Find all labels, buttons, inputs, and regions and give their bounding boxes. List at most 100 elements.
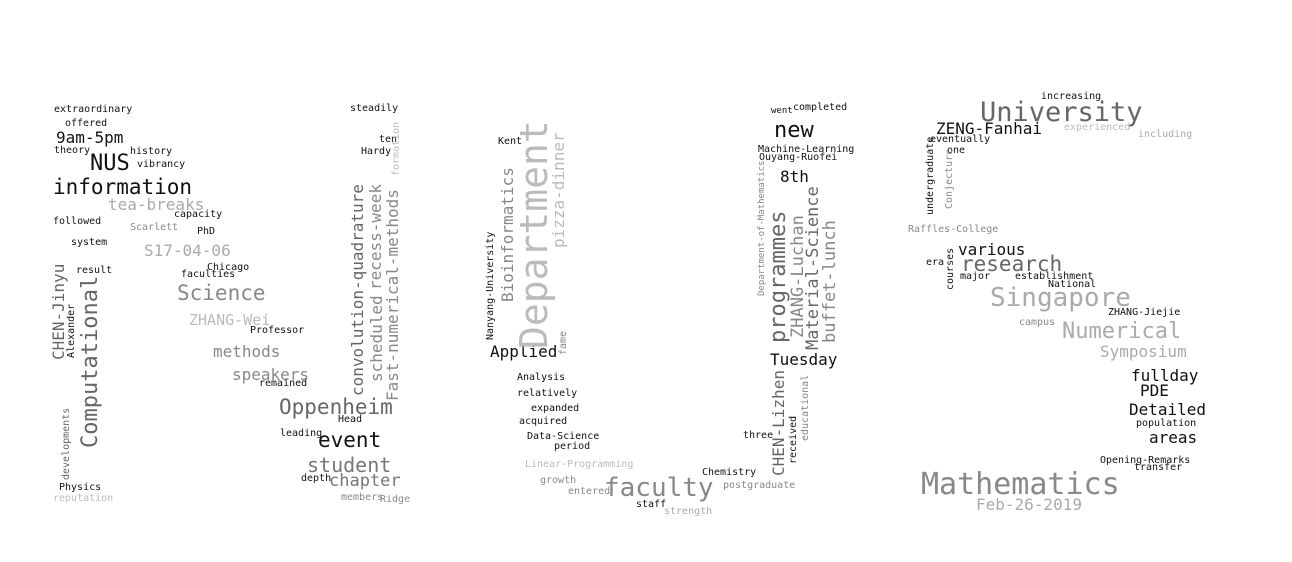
word-machine-learning: Machine-Learning <box>758 144 855 155</box>
word-educational: educational <box>800 374 811 441</box>
word-leading: leading <box>280 428 323 439</box>
word-feb-26-2019: Feb-26-2019 <box>976 495 1082 514</box>
word-phd: PhD <box>197 226 216 237</box>
word-raffles-college: Raffles-College <box>908 224 999 235</box>
word-reputation: reputation <box>53 493 114 504</box>
word-nus: NUS <box>90 151 130 176</box>
word-department: Department <box>512 120 556 349</box>
word-developments: developments <box>61 407 72 480</box>
word-system: system <box>71 237 108 248</box>
word-growth: growth <box>540 475 577 486</box>
word-convolution-quadrature: convolution-quadrature <box>348 184 367 396</box>
word-linear-programming: Linear-Programming <box>525 459 634 470</box>
word-data-science: Data-Science <box>527 431 600 442</box>
word-received: received <box>788 415 799 464</box>
word-analysis: Analysis <box>517 372 566 383</box>
word-courses: courses <box>945 247 956 290</box>
word-nanyang-university: Nanyang-University <box>485 231 496 340</box>
word-history: history <box>130 146 173 157</box>
word-hardy: Hardy <box>361 146 392 157</box>
word-speakers: speakers <box>232 365 310 384</box>
word-chemistry: Chemistry <box>702 467 757 478</box>
word-acquired: acquired <box>519 416 568 427</box>
word-zeng-fanhai: ZENG-Fanhai <box>936 119 1042 138</box>
word-one: one <box>947 145 966 156</box>
word-conjecture: Conjecture <box>944 148 955 209</box>
word-capacity: capacity <box>174 209 223 220</box>
word-era: era <box>926 257 945 268</box>
word-ten: ten <box>379 134 398 145</box>
word-entered: entered <box>568 486 611 497</box>
word-event: event <box>318 428 382 452</box>
word-undergraduate: undergraduate <box>925 136 936 215</box>
word-fullday: fullday <box>1131 366 1199 385</box>
word-s17-04-06: S17-04-06 <box>144 241 231 260</box>
word-programmes: programmes <box>766 210 791 343</box>
word-oppenheim: Oppenheim <box>279 395 393 419</box>
word-major: major <box>960 271 991 282</box>
word-faculty: faculty <box>604 473 714 503</box>
word-scarlett: Scarlett <box>130 222 179 233</box>
word-fame: fame <box>558 330 569 355</box>
word-theory: theory <box>54 145 91 156</box>
word-computational: Computational <box>78 275 103 448</box>
word-detailed: Detailed <box>1129 400 1207 419</box>
word-ouyang-ruofei: Ouyang-Ruofei <box>759 152 838 163</box>
word-alexander: Alexander <box>66 303 77 358</box>
word-recess-week: recess-week <box>366 184 385 290</box>
word-pizza-dinner: pizza-dinner <box>549 132 568 248</box>
word-postgraduate: postgraduate <box>723 480 796 491</box>
word-transfer: transfer <box>1134 462 1183 473</box>
word-staff: staff <box>636 499 667 510</box>
word-population: population <box>1136 418 1197 429</box>
word-extraordinary: extraordinary <box>54 104 133 115</box>
word-zhang-wei: ZHANG-Wei <box>189 311 271 329</box>
word-physics: Physics <box>59 482 102 493</box>
word-numerical: Numerical <box>1062 319 1182 344</box>
word-opening-remarks: Opening-Remarks <box>1100 455 1191 466</box>
word-faculties: faculties <box>181 269 236 280</box>
word-three: three <box>743 430 774 441</box>
word-expanded: expanded <box>531 403 580 414</box>
word-methods: methods <box>213 342 281 361</box>
word-campus: campus <box>1019 317 1056 328</box>
word-national: National <box>1048 279 1097 290</box>
word-research: research <box>961 252 1063 276</box>
word-period: period <box>554 441 591 452</box>
word-ridge: Ridge <box>380 494 411 505</box>
word-university: University <box>980 97 1143 128</box>
word-pde: PDE <box>1140 381 1169 400</box>
word-mathematics: Mathematics <box>921 467 1120 502</box>
word-including: including <box>1138 129 1193 140</box>
word-kent: Kent <box>498 136 523 147</box>
word-areas: areas <box>1149 428 1198 447</box>
word-chicago: Chicago <box>207 262 250 273</box>
word-symposium: Symposium <box>1100 342 1187 361</box>
word-applied: Applied <box>490 342 558 361</box>
word-result: result <box>76 265 113 276</box>
word-offered: offered <box>65 118 108 129</box>
word-chen-jinyu: CHEN-Jinyu <box>49 263 68 360</box>
word-relatively: relatively <box>517 388 578 399</box>
word-depth: depth <box>301 473 332 484</box>
word-student: student <box>307 453 392 477</box>
word-establishment: establishment <box>1015 271 1094 282</box>
word-fast-numerical-methods: Fast-numerical-methods <box>383 189 402 401</box>
word-head: Head <box>338 414 363 425</box>
word-9am-5pm: 9am-5pm <box>56 128 124 147</box>
word-zhang-jiejie: ZHANG-Jiejie <box>1108 307 1181 318</box>
word-vibrancy: vibrancy <box>137 159 186 170</box>
word-various: various <box>958 240 1026 259</box>
word-singapore: Singapore <box>990 283 1131 313</box>
word-buffet-lunch: buffet-lunch <box>820 220 840 343</box>
word-experienced: experienced <box>1064 122 1131 133</box>
word-remained: remained <box>259 378 308 389</box>
word-followed: followed <box>53 216 102 227</box>
word-chen-lizhen: CHEN-Lizhen <box>769 370 788 476</box>
word-chapter: chapter <box>329 471 401 491</box>
word-steadily: steadily <box>350 103 399 114</box>
word-went: went <box>771 106 793 116</box>
word-completed: completed <box>793 102 848 113</box>
word-members: members <box>341 492 384 503</box>
